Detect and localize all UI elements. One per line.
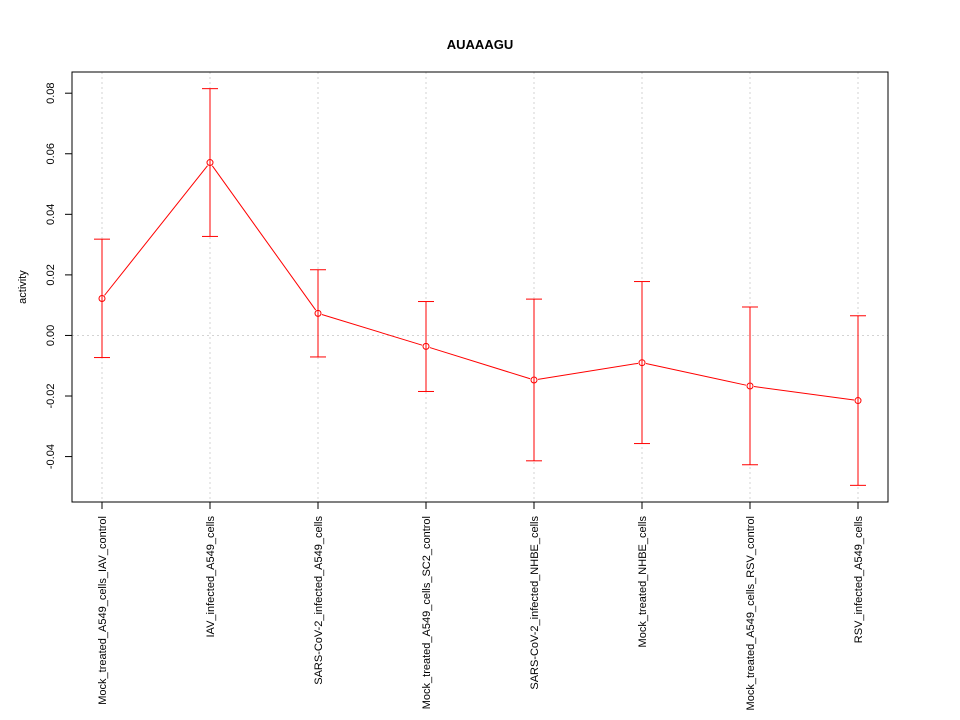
data-point	[206, 159, 214, 167]
series-line-segment	[753, 386, 855, 401]
series-line-segment	[321, 314, 423, 346]
x-tick-label: RSV_infected_A549_cells	[853, 516, 865, 644]
plot-frame	[71, 71, 889, 503]
x-tick-label: Mock_treated_A549_cells_IAV_control	[97, 516, 109, 705]
data-point	[314, 309, 322, 317]
series-activity	[94, 88, 866, 486]
data-point	[746, 382, 754, 390]
x-tick-label: Mock_treated_A549_cells_RSV_control	[745, 516, 757, 710]
y-tick-label: 0.00	[45, 325, 57, 346]
y-tick-label: 0.06	[45, 143, 57, 164]
x-tick-label: SARS-CoV-2_infected_NHBE_cells	[529, 516, 541, 690]
y-tick-label: -0.02	[45, 383, 57, 408]
series-line-segment	[104, 165, 208, 296]
y-tick-label: -0.04	[45, 444, 57, 469]
chart-title: AUAAAGU	[447, 37, 513, 52]
data-point	[422, 342, 430, 350]
series-line-segment	[429, 347, 531, 380]
x-tick-label: SARS-CoV-2_infected_A549_cells	[313, 516, 325, 685]
series-line-segment	[537, 362, 639, 380]
grid-lines	[72, 72, 888, 502]
x-tick-label: Mock_treated_A549_cells_SC2_control	[421, 516, 433, 709]
y-tick-label: 0.08	[45, 82, 57, 103]
data-point	[854, 397, 862, 405]
x-tick-label: IAV_infected_A549_cells	[205, 516, 217, 638]
y-axis-label: activity	[17, 270, 29, 304]
data-point	[98, 295, 106, 303]
axes: -0.04 -0.02 0.00 0.02 0.04 0.06 0.08 Mock_treat…	[45, 71, 889, 710]
data-point	[530, 376, 538, 384]
data-point	[638, 359, 646, 367]
series-line-segment	[645, 363, 747, 386]
series-line-segment	[211, 165, 317, 311]
x-tick-label: Mock_treated_NHBE_cells	[637, 516, 649, 648]
y-tick-label: 0.02	[45, 264, 57, 285]
y-tick-label: 0.04	[45, 204, 57, 225]
